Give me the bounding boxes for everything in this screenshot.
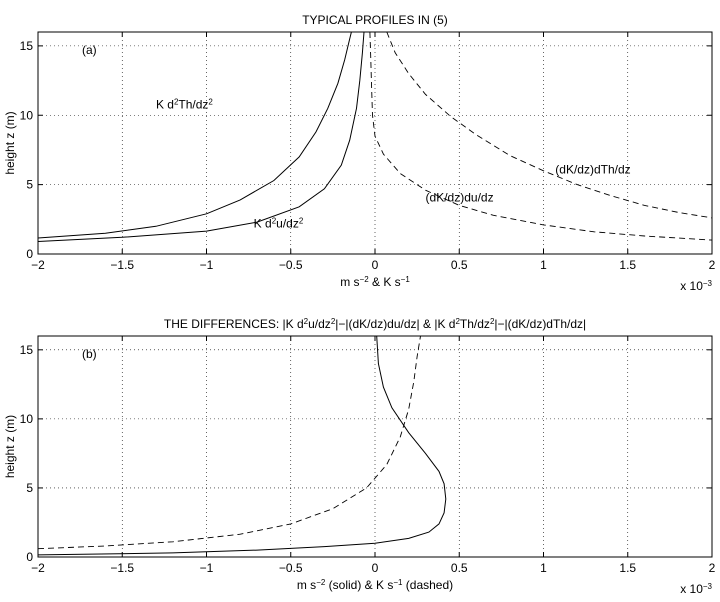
panel-label: (b) xyxy=(82,347,97,361)
y-tick-label: 15 xyxy=(20,343,34,357)
series-line xyxy=(37,335,447,556)
x-tick-label: 1 xyxy=(540,258,547,272)
series-annotation: K d2Th/dz2 xyxy=(156,97,213,112)
x-tick-label: −2 xyxy=(31,258,45,272)
x-axis-label: m s−2 & K s−1 xyxy=(340,275,410,290)
x-tick-label: −1.5 xyxy=(110,561,134,575)
y-tick-label: 10 xyxy=(20,412,34,426)
panel-label: (a) xyxy=(82,43,97,57)
x-tick-label: 0 xyxy=(372,561,379,575)
x-scale-note: x 10−3 xyxy=(680,582,712,597)
x-axis-label: m s−2 (solid) & K s−1 (dashed) xyxy=(297,578,453,593)
x-tick-label: −2 xyxy=(31,561,45,575)
y-axis-label: height z (m) xyxy=(3,111,17,174)
plot-frame xyxy=(37,31,713,255)
series-line xyxy=(37,31,365,242)
y-tick-label: 10 xyxy=(20,108,34,122)
x-tick-label: 2 xyxy=(709,561,716,575)
y-tick-label: 5 xyxy=(26,481,33,495)
x-tick-label: 0.5 xyxy=(451,258,468,272)
x-tick-label: 2 xyxy=(709,258,716,272)
x-tick-label: 1.5 xyxy=(619,561,636,575)
plot-frame xyxy=(37,335,713,558)
series-line xyxy=(37,31,352,239)
x-tick-label: 0.5 xyxy=(451,561,468,575)
x-tick-label: −0.5 xyxy=(279,561,303,575)
chart-panel-b: THE DIFFERENCES: |K d2u/dz2|−|(dK/dz)du/… xyxy=(3,317,716,597)
x-tick-label: −0.5 xyxy=(279,258,303,272)
series-annotation: K d2u/dz2 xyxy=(254,216,304,231)
x-tick-label: −1 xyxy=(200,258,214,272)
chart-panel-a: TYPICAL PROFILES IN (5) −2 −1.5 −1 −0.5 0 0.5 1… xyxy=(3,13,716,293)
y-axis-label: height z (m) xyxy=(3,415,17,478)
y-tick-label: 15 xyxy=(20,39,34,53)
y-tick-label: 5 xyxy=(26,178,33,192)
series-line xyxy=(369,31,713,241)
y-tick-label: 0 xyxy=(26,247,33,261)
x-scale-note: x 10−3 xyxy=(680,279,712,294)
series-annotation: (dK/dz)dTh/dz xyxy=(555,163,630,177)
chart-title: THE DIFFERENCES: |K d2u/dz2|−|(dK/dz)du/… xyxy=(164,317,586,332)
x-tick-label: −1 xyxy=(200,561,214,575)
x-tick-label: 1 xyxy=(540,561,547,575)
x-tick-label: −1.5 xyxy=(110,258,134,272)
x-tick-label: 0 xyxy=(372,258,379,272)
series-line xyxy=(37,335,421,550)
x-tick-label: 1.5 xyxy=(619,258,636,272)
series-annotation: (dK/dz)du/dz xyxy=(426,190,494,204)
series-line xyxy=(386,31,713,219)
chart-title: TYPICAL PROFILES IN (5) xyxy=(302,13,448,27)
y-tick-label: 0 xyxy=(26,550,33,564)
